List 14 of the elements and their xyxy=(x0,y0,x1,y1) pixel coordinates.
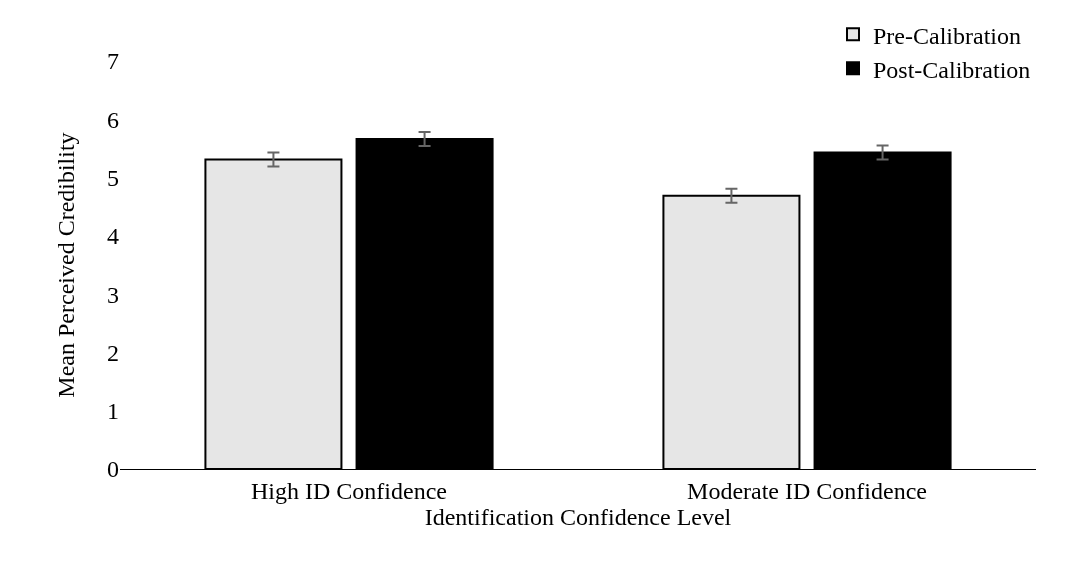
x-tick-label: High ID Confidence xyxy=(251,477,447,504)
legend-label: Pre-Calibration xyxy=(873,22,1021,49)
y-tick-label: 2 xyxy=(107,339,119,366)
y-tick-label: 6 xyxy=(107,106,119,133)
legend-label: Post-Calibration xyxy=(873,56,1031,83)
x-tick-label: Moderate ID Confidence xyxy=(687,477,927,504)
y-tick-label: 4 xyxy=(107,223,119,250)
y-tick-label: 7 xyxy=(107,48,119,75)
y-tick-label: 5 xyxy=(107,164,119,191)
y-tick-label: 1 xyxy=(107,398,119,425)
y-tick-label: 0 xyxy=(107,456,119,483)
y-axis-title: Mean Perceived Credibility xyxy=(53,132,80,398)
x-axis-title: Identification Confidence Level xyxy=(424,504,732,531)
y-tick-label: 3 xyxy=(107,281,119,308)
